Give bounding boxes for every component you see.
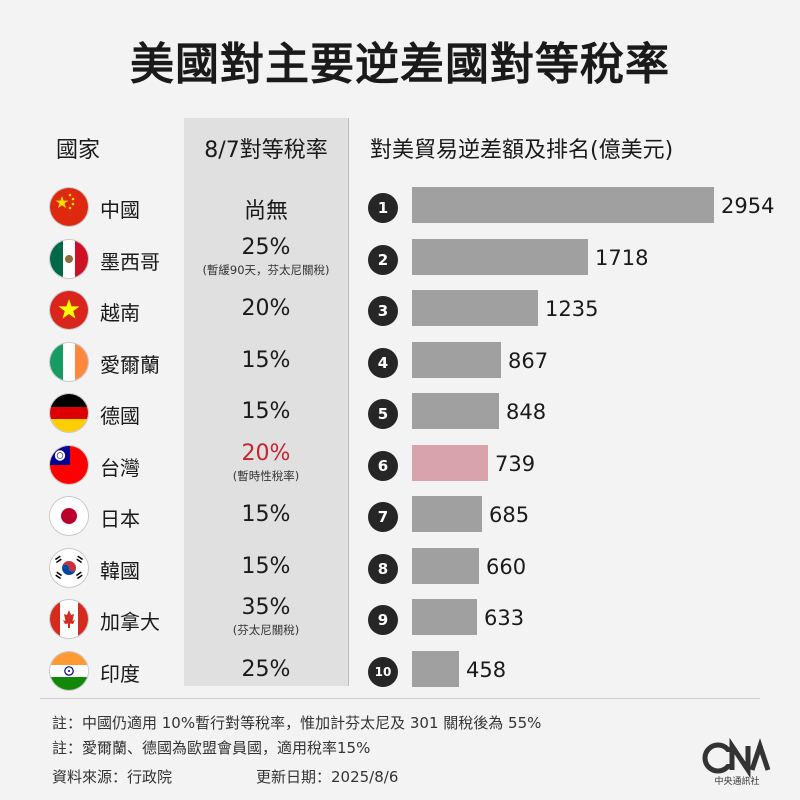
rank-badge: 1 [368, 193, 398, 223]
tariff-rate: 15% [241, 347, 291, 373]
deficit-value-label: 458 [466, 657, 507, 682]
country-name: 墨西哥 [100, 249, 160, 274]
deficit-bar [412, 238, 588, 275]
tariff-rate: 35% [241, 595, 291, 620]
country-name: 加拿大 [100, 610, 160, 634]
tariff-rate: 20% [241, 296, 291, 321]
rank-badge: 2 [368, 244, 398, 275]
deficit-bar [412, 290, 538, 326]
country-name: 德國 [100, 404, 140, 428]
table-row: 日本 15% 7 685 [0, 491, 800, 541]
table-row: 德國 15% 5 848 [0, 388, 800, 438]
table-row: 愛爾蘭 15% 4 867 [0, 337, 800, 387]
rank-badge: 4 [368, 347, 398, 378]
deficit-value-label: 660 [486, 554, 527, 579]
column-divider [348, 118, 349, 686]
table-row: 越南 20% 3 1235 [0, 285, 800, 335]
deficit-bar [412, 187, 714, 223]
deficit-value-label: 739 [495, 451, 536, 476]
tariff-rate: 15% [241, 502, 291, 527]
table-row: 加拿大 35% (芬太尼關稅) 9 633 [0, 594, 800, 644]
deficit-value-label: 2954 [721, 194, 775, 218]
source-text: 資料來源：行政院 [52, 768, 173, 786]
cna-logo-icon [702, 738, 771, 779]
rate-note: (芬太尼關稅) [232, 623, 300, 637]
ireland-flag-icon [50, 342, 88, 381]
deficit-value-label: 685 [489, 503, 530, 527]
rank-badge: 7 [368, 502, 398, 532]
rate-note: (暫時性稅率) [232, 468, 300, 483]
tariff-rate: 15% [241, 553, 291, 579]
updated-date: 更新日期：2025/8/6 [256, 768, 399, 786]
tariff-rate: 25% [241, 234, 291, 260]
rank-badge: 5 [368, 399, 398, 429]
country-name: 越南 [100, 301, 140, 325]
rank-badge: 6 [368, 450, 398, 481]
country-name: 韓國 [100, 558, 140, 583]
cna-logo-text: 中央通訊社 [714, 777, 760, 787]
country-name: 愛爾蘭 [100, 352, 160, 377]
germany-flag-icon [50, 394, 88, 432]
china-flag-icon [50, 188, 88, 226]
page-title: 美國對主要逆差國對等稅率 [130, 39, 670, 90]
rank-badge: 3 [368, 296, 398, 326]
footnote-2: 註：愛爾蘭、德國為歐盟會員國，適用稅率15% [52, 739, 371, 757]
deficit-value-label: 633 [484, 606, 525, 630]
deficit-bar [412, 650, 459, 687]
footer-divider [40, 698, 760, 699]
deficit-bar [412, 599, 477, 635]
deficit-bar [412, 496, 482, 532]
deficit-value-label: 867 [508, 348, 549, 373]
deficit-value-label: 848 [506, 400, 547, 424]
country-name: 中國 [100, 198, 140, 222]
footnote-1: 註：中國仍適用 10%暫行對等稅率，惟加計芬太尼及 301 關稅後為 55% [52, 714, 542, 732]
rate-note: (暫緩90天，芬太尼關稅) [202, 262, 330, 277]
deficit-bar [412, 341, 501, 378]
deficit-value-label: 1718 [595, 245, 649, 270]
country-name: 日本 [100, 507, 140, 531]
taiwan-flag-icon [50, 445, 88, 484]
tariff-rate: 15% [241, 399, 291, 424]
vietnam-flag-icon [50, 291, 88, 329]
header-deficit: 對美貿易逆差額及排名(億美元) [370, 138, 674, 163]
country-name: 台灣 [100, 455, 140, 480]
tariff-rate: 尚無 [243, 199, 288, 224]
deficit-value-label: 1235 [545, 297, 599, 321]
deficit-bar [412, 444, 488, 481]
deficit-bar [412, 393, 499, 429]
country-name: 印度 [100, 661, 140, 686]
table-row: 中國 尚無 1 2954 [0, 182, 800, 232]
tariff-rate: 20% [241, 440, 291, 466]
japan-flag-icon [50, 497, 88, 535]
canada-flag-icon [50, 600, 88, 638]
mexico-flag-icon [50, 239, 88, 278]
rate-column-band [184, 118, 348, 686]
rank-badge: 10 [368, 656, 398, 687]
table-row: 印度 25% 10 458 [0, 646, 800, 696]
table-row: 韓國 15% 8 660 [0, 543, 800, 593]
header-rate: 8/7對等稅率 [204, 138, 328, 163]
table-row: 墨西哥 25% (暫緩90天，芬太尼關稅) 2 1718 [0, 234, 800, 284]
india-flag-icon [50, 651, 88, 690]
tariff-rate: 25% [241, 656, 291, 682]
table-row: 台灣 20% (暫時性稅率) 6 739 [0, 440, 800, 490]
rank-badge: 8 [368, 553, 398, 584]
header-country: 國家 [56, 138, 101, 163]
deficit-bar [412, 547, 479, 584]
rank-badge: 9 [368, 605, 398, 635]
korea-flag-icon [50, 548, 88, 587]
